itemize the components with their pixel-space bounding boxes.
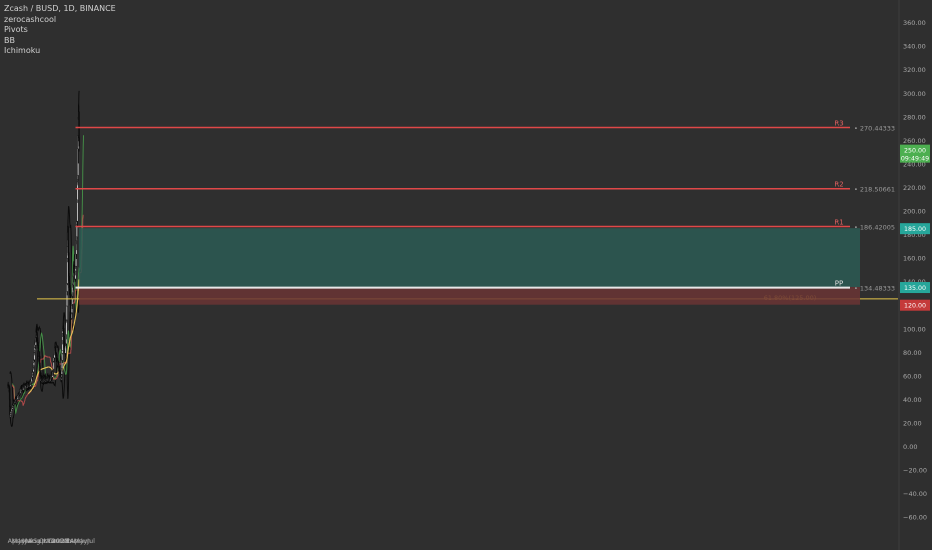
x-tick-label: May — [74, 537, 88, 545]
stop-loss-zone — [79, 287, 860, 305]
x-tick-label: Feb — [60, 537, 72, 545]
x-tick-label: May — [12, 537, 26, 545]
x-tick-label: Dec — [49, 537, 62, 545]
y-tick-label: 180.00 — [903, 231, 926, 239]
pivot-value-pp: • 134.48333 — [854, 285, 895, 293]
pivot-name-pp: PP — [835, 280, 843, 288]
pivot-value-r2: • 218.50661 — [854, 186, 895, 194]
y-tick-label: 360.00 — [903, 19, 926, 27]
y-tick-label: 40.00 — [903, 396, 922, 404]
stop-price-badge-text: 120.00 — [904, 303, 926, 310]
indicator-zerocashcool[interactable]: zerocashcool — [4, 14, 57, 24]
stop-price-badge[interactable]: 120.00 — [900, 299, 930, 311]
pivot-value-r1: • 186.42005 — [854, 223, 895, 231]
x-tick-label: Mar — [22, 537, 35, 545]
candle-body — [38, 351, 40, 357]
target-price-badge[interactable]: 185.00 — [900, 223, 930, 235]
y-tick-label: 60.00 — [903, 372, 922, 380]
candle-body — [33, 362, 35, 366]
x-tick-label: Jul — [24, 537, 33, 545]
indicator-pivots[interactable]: Pivots — [4, 25, 28, 34]
candle-body — [9, 399, 11, 407]
pivot-value-r3: • 270.44333 — [854, 125, 895, 133]
price-axis[interactable]: 360.00 340.00 320.00 300.00 280.00 260.00 240.… — [898, 0, 930, 550]
y-tick-label: 340.00 — [903, 43, 926, 51]
y-tick-label: 20.00 — [903, 419, 922, 427]
ichimoku-span-b — [12, 214, 84, 406]
candles-group — [7, 103, 80, 419]
candle-body — [78, 111, 80, 139]
time-axis[interactable]: MarAprMayJunJulAugSepOctNovDec2021FebMar… — [8, 537, 95, 545]
candle-body — [61, 353, 63, 361]
y-tick-label: −20.00 — [903, 467, 927, 475]
chart-legend: Zcash / BUSD, 1D, BINANCE zerocashcool P… — [4, 4, 116, 57]
bollinger-lower-band — [9, 287, 80, 428]
x-tick-label: Jun — [18, 537, 29, 545]
last-price-badge-bg — [900, 144, 930, 163]
x-tick-label: Oct — [39, 537, 51, 545]
last-price-badge-text: 09:49:49 — [901, 156, 929, 163]
y-tick-label: 220.00 — [903, 184, 926, 192]
x-tick-label: Mar — [64, 537, 77, 545]
candle-body — [8, 389, 11, 400]
indicator-bb[interactable]: BB — [4, 35, 15, 45]
x-tick-label: 2021 — [51, 537, 70, 545]
pivot-name-r2: R2 — [834, 181, 843, 189]
candle-body — [66, 305, 68, 320]
x-tick-label: Apr — [8, 537, 20, 545]
entry-price-badge[interactable]: 135.00 — [900, 282, 930, 294]
x-tick-label: Jul — [86, 537, 95, 545]
target-price-badge-text: 185.00 — [904, 226, 926, 233]
x-tick-label: Nov — [43, 537, 56, 545]
last-price-badge-text: 250.00 — [904, 148, 926, 155]
y-tick-label: −60.00 — [903, 514, 927, 522]
y-tick-label: 320.00 — [903, 66, 926, 74]
y-tick-label: 100.00 — [903, 325, 926, 333]
candle-body — [76, 199, 79, 222]
y-tick-label: 300.00 — [903, 90, 926, 98]
y-tick-label: 260.00 — [903, 137, 926, 145]
candle-body — [52, 361, 55, 370]
y-tick-label: −40.00 — [903, 490, 927, 498]
x-tick-label: Apr — [70, 537, 82, 545]
candle-body — [61, 350, 64, 354]
target-price-badge-bg — [900, 223, 930, 235]
pivot-name-r3: R3 — [834, 120, 843, 128]
x-tick-label: Jun — [80, 537, 91, 545]
y-tick-label: 200.00 — [903, 208, 926, 216]
entry-price-badge-text: 135.00 — [904, 285, 926, 292]
x-tick-label: Aug — [28, 537, 41, 545]
entry-price-badge-bg — [900, 282, 930, 294]
y-tick-label: 240.00 — [903, 160, 926, 168]
y-tick-label: 80.00 — [903, 349, 922, 357]
y-tick-label: 0.00 — [903, 443, 917, 451]
candle-body — [78, 137, 80, 147]
ichimoku-span-a — [12, 135, 84, 415]
y-tick-label: 280.00 — [903, 113, 926, 121]
y-tick-label: 160.00 — [903, 255, 926, 263]
take-profit-zone — [79, 228, 860, 288]
symbol-title[interactable]: Zcash / BUSD, 1D, BINANCE — [4, 4, 116, 13]
x-tick-label: Sep — [33, 537, 45, 545]
pivot-name-r1: R1 — [834, 218, 843, 226]
indicator-ichimoku[interactable]: Ichimoku — [4, 46, 41, 55]
stop-price-badge-bg — [900, 299, 930, 311]
